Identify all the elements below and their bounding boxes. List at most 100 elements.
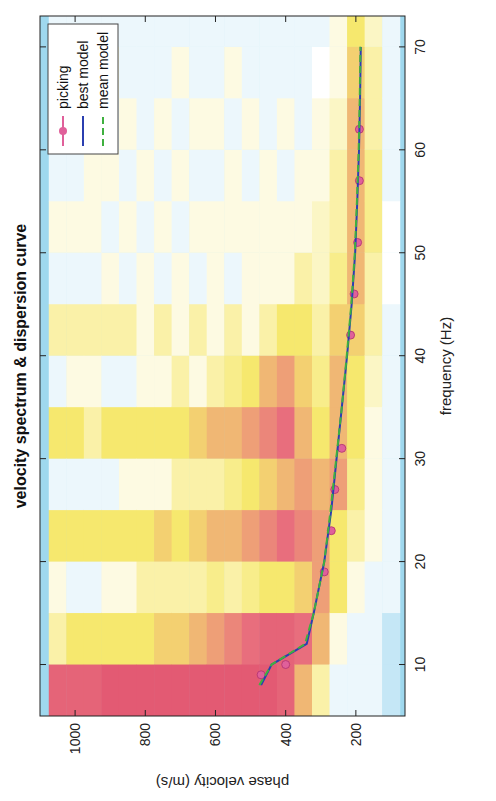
- spectrum-cell: [365, 561, 383, 613]
- spectrum-cell: [207, 252, 225, 304]
- spectrum-cell: [259, 613, 277, 665]
- spectrum-cell: [347, 98, 365, 150]
- y-tick: [75, 710, 76, 716]
- spectrum-cell: [207, 304, 225, 356]
- spectrum-cell: [242, 149, 260, 201]
- spectrum-cell: [382, 98, 400, 150]
- spectrum-cell: [347, 664, 365, 716]
- spectrum-cell: [172, 613, 190, 665]
- spectrum-cell: [172, 510, 190, 562]
- spectrum-cell: [294, 149, 312, 201]
- spectrum-cell: [382, 16, 400, 47]
- spectrum-cell: [207, 613, 225, 665]
- spectrum-cell: [137, 613, 155, 665]
- plot-frame: [40, 16, 405, 716]
- spectrum-cell: [382, 201, 400, 253]
- y-tick-label: 800: [137, 723, 153, 747]
- spectrum-cell: [66, 458, 84, 510]
- spectrum-cell: [137, 46, 155, 98]
- y-tick-label: 1000: [67, 723, 83, 754]
- spectrum-cell: [242, 304, 260, 356]
- spectrum-cell: [242, 201, 260, 253]
- legend: pickingbest modelmean model: [48, 24, 118, 154]
- spectrum-cell: [189, 149, 207, 201]
- x-tick: [40, 561, 46, 562]
- y-tick: [145, 16, 146, 22]
- spectrum-cell: [259, 46, 277, 98]
- spectrum-cell: [172, 561, 190, 613]
- spectrum-cell: [84, 355, 102, 407]
- legend-label: best model: [75, 41, 91, 109]
- x-tick-label: 70: [412, 39, 428, 55]
- spectrum-cell: [154, 149, 172, 201]
- y-tick-label: 400: [278, 723, 294, 747]
- spectrum-cell: [259, 407, 277, 459]
- spectrum-cell: [137, 458, 155, 510]
- spectrum-cell: [101, 355, 119, 407]
- spectrum-cell: [277, 98, 295, 150]
- spectrum-cell: [207, 46, 225, 98]
- spectrum-cell: [101, 458, 119, 510]
- y-tick: [145, 710, 146, 716]
- spectrum-cell: [242, 98, 260, 150]
- spectrum-cell: [242, 561, 260, 613]
- spectrum-cell: [154, 304, 172, 356]
- spectrum-cell: [84, 252, 102, 304]
- spectrum-cell: [330, 561, 348, 613]
- spectrum-cell: [189, 458, 207, 510]
- spectrum-cell: [49, 664, 67, 716]
- spectrum-cell: [294, 252, 312, 304]
- x-tick: [399, 664, 405, 665]
- spectrum-cell: [277, 561, 295, 613]
- spectrum-cell: [259, 252, 277, 304]
- y-axis-title: phase velocity (m/s): [156, 774, 289, 791]
- spectrum-cell: [154, 664, 172, 716]
- spectrum-cell: [154, 98, 172, 150]
- spectrum-cell: [154, 613, 172, 665]
- spectrum-cell: [154, 407, 172, 459]
- spectrum-cell: [154, 46, 172, 98]
- x-tick-label: 60: [412, 142, 428, 158]
- spectrum-cell: [189, 46, 207, 98]
- spectrum-cell: [242, 46, 260, 98]
- spectrum-cell: [382, 613, 400, 665]
- spectrum-cell: [189, 252, 207, 304]
- spectrum-cell: [207, 664, 225, 716]
- spectrum-cell: [119, 407, 137, 459]
- spectrum-cell: [119, 458, 137, 510]
- spectrum-cell: [365, 16, 383, 47]
- spectrum-cell: [224, 561, 242, 613]
- x-tick: [40, 458, 46, 459]
- spectrum-cell: [242, 510, 260, 562]
- spectrum-cell: [49, 613, 67, 665]
- spectrum-cell: [119, 149, 137, 201]
- y-tick: [355, 16, 356, 22]
- y-tick: [215, 16, 216, 22]
- spectrum-cell: [224, 46, 242, 98]
- spectrum-cell: [330, 201, 348, 253]
- spectrum-cell: [49, 252, 67, 304]
- spectrum-cell: [312, 458, 330, 510]
- y-tick: [215, 710, 216, 716]
- spectrum-cell: [207, 458, 225, 510]
- spectrum-cell: [189, 613, 207, 665]
- spectrum-cell: [49, 510, 67, 562]
- spectrum-cell: [312, 16, 330, 47]
- spectrum-cell: [189, 664, 207, 716]
- spectrum-cell: [242, 252, 260, 304]
- spectrum-cell: [172, 252, 190, 304]
- spectrum-cell: [365, 201, 383, 253]
- chart: 102030405060702004006008001000velocity s…: [0, 0, 496, 801]
- spectrum-cell: [277, 304, 295, 356]
- spectrum-cell: [294, 304, 312, 356]
- spectrum-cell: [84, 561, 102, 613]
- spectrum-cell: [119, 613, 137, 665]
- pick-point: [338, 444, 346, 452]
- spectrum-cell: [312, 98, 330, 150]
- spectrum-cell: [242, 613, 260, 665]
- y-tick-label: 600: [207, 723, 223, 747]
- spectrum-cell: [119, 355, 137, 407]
- spectrum-cell: [365, 149, 383, 201]
- spectrum-cell: [154, 510, 172, 562]
- spectrum-cell: [365, 458, 383, 510]
